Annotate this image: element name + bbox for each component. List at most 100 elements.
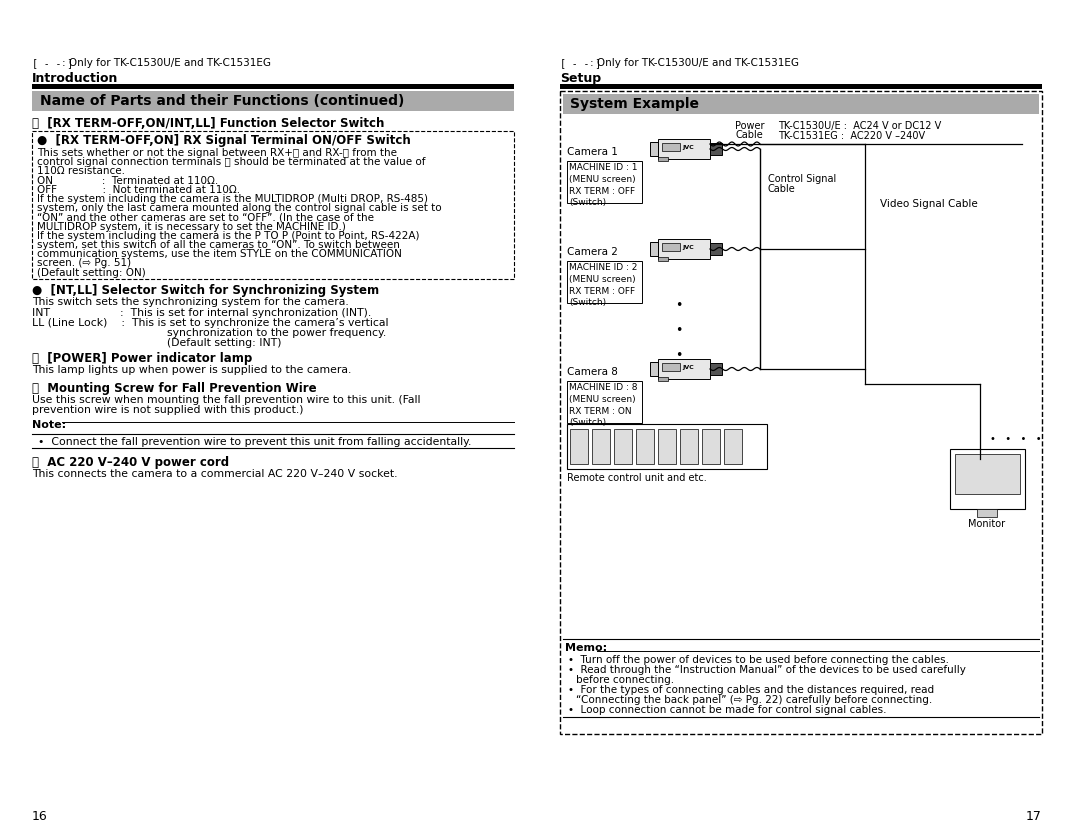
Text: •   •   •   •: • • • • [990,434,1041,444]
Text: Introduction: Introduction [32,72,119,85]
Text: 110Ω resistance.: 110Ω resistance. [37,167,125,177]
Text: •  Read through the “Instruction Manual” of the devices to be used carefully: • Read through the “Instruction Manual” … [568,665,966,675]
Bar [567,381,642,423]
Text: •  Turn off the power of devices to be used before connecting the cables.: • Turn off the power of devices to be us… [568,655,949,665]
Bar [710,143,723,155]
Bar [32,84,514,89]
Text: “Connecting the back panel” (⇨ Pg. 22) carefully before connecting.: “Connecting the back panel” (⇨ Pg. 22) c… [576,695,932,705]
Text: OFF              :  Not terminated at 110Ω.: OFF : Not terminated at 110Ω. [37,185,240,195]
Text: synchronization to the power frequency.: synchronization to the power frequency. [167,328,387,338]
Text: Note:: Note: [32,420,66,430]
Text: system, set this switch of all the cameras to “ON”. To switch between: system, set this switch of all the camer… [37,240,400,250]
Text: system, only the last camera mounted along the control signal cable is set to: system, only the last camera mounted alo… [37,203,442,214]
Bar [658,359,710,379]
Bar [658,257,669,261]
Text: Monitor: Monitor [969,519,1005,529]
Text: TK-C1530U/E :  AC24 V or DC12 V: TK-C1530U/E : AC24 V or DC12 V [778,121,942,131]
Text: MACHINE ID : 2
(MENU screen)
RX TERM : OFF
(Switch): MACHINE ID : 2 (MENU screen) RX TERM : O… [569,263,637,308]
Text: : Only for TK-C1530U/E and TK-C1531EG: : Only for TK-C1530U/E and TK-C1531EG [590,58,799,68]
Text: MACHINE ID : 8
(MENU screen)
RX TERM : ON
(Switch): MACHINE ID : 8 (MENU screen) RX TERM : O… [569,383,637,427]
Text: This switch sets the synchronizing system for the camera.: This switch sets the synchronizing syste… [32,297,349,307]
Text: This connects the camera to a commercial AC 220 V–240 V socket.: This connects the camera to a commercial… [32,469,397,479]
Bar [724,429,742,464]
Bar [658,157,669,161]
Text: Control Signal: Control Signal [768,174,836,184]
Text: Camera 1: Camera 1 [567,147,618,157]
Bar [567,424,767,469]
Text: Remote control unit and etc.: Remote control unit and etc. [567,473,706,483]
Bar [662,363,680,371]
Text: •
•
•: • • • [675,299,683,362]
Text: •  Connect the fall prevention wire to prevent this unit from falling accidental: • Connect the fall prevention wire to pr… [38,437,471,447]
Text: Cable: Cable [735,130,762,140]
Text: communication systems, use the item STYLE on the COMMUNICATION: communication systems, use the item STYL… [37,249,402,259]
Text: TK-C1531EG :  AC220 V –240V: TK-C1531EG : AC220 V –240V [778,131,926,141]
Text: ●  [RX TERM-OFF,ON] RX Signal Terminal ON/OFF Switch: ● [RX TERM-OFF,ON] RX Signal Terminal ON… [37,134,410,147]
Text: Camera 8: Camera 8 [567,367,618,377]
Text: before connecting.: before connecting. [576,675,674,685]
Bar [650,142,658,156]
Text: “ON” and the other cameras are set to “OFF”. (In the case of the: “ON” and the other cameras are set to “O… [37,213,374,223]
Text: (Default setting: INT): (Default setting: INT) [167,338,282,348]
Bar [592,429,610,464]
Text: Video Signal Cable: Video Signal Cable [880,199,977,209]
Text: This lamp lights up when power is supplied to the camera.: This lamp lights up when power is suppli… [32,365,351,375]
Text: INT                    :  This is set for internal synchronization (INT).: INT : This is set for internal synchroni… [32,308,372,318]
Text: If the system including the camera is the P TO P (Point to Point, RS-422A): If the system including the camera is th… [37,231,419,241]
Bar [567,161,642,203]
Bar [710,243,723,255]
Bar [567,261,642,303]
Bar [658,377,669,381]
Text: Memo:: Memo: [565,643,607,653]
Text: System Example: System Example [570,97,699,111]
Bar [662,143,680,151]
Bar [658,239,710,259]
Text: Camera 2: Camera 2 [567,247,618,257]
Bar [680,429,698,464]
Text: If the system including the camera is the MULTIDROP (Multi DROP, RS-485): If the system including the camera is th… [37,194,428,204]
Bar [32,91,514,111]
Text: Name of Parts and their Functions (continued): Name of Parts and their Functions (conti… [40,94,404,108]
Text: ⓙ  AC 220 V–240 V power cord: ⓙ AC 220 V–240 V power cord [32,456,229,469]
Text: [ - - ]: [ - - ] [32,58,73,68]
Bar [32,131,514,279]
Bar [710,363,723,375]
Bar [570,429,588,464]
Bar [977,509,997,517]
Bar [950,449,1025,509]
Bar [561,84,1042,89]
Text: Use this screw when mounting the fall prevention wire to this unit. (Fall: Use this screw when mounting the fall pr… [32,395,420,405]
Text: Cable: Cable [768,184,796,194]
Bar [636,429,654,464]
Text: MULTIDROP system, it is necessary to set the MACHINE ID.): MULTIDROP system, it is necessary to set… [37,222,346,232]
Bar [662,243,680,251]
Text: ⓖ  [RX TERM-OFF,ON/INT,LL] Function Selector Switch: ⓖ [RX TERM-OFF,ON/INT,LL] Function Selec… [32,117,384,130]
Text: JVC: JVC [681,245,693,250]
Bar [650,362,658,376]
Text: ON               :  Terminated at 110Ω.: ON : Terminated at 110Ω. [37,176,218,186]
Text: (Default setting: ON): (Default setting: ON) [37,268,146,278]
Text: LL (Line Lock)    :  This is set to synchronize the camera’s vertical: LL (Line Lock) : This is set to synchron… [32,318,389,328]
Text: Setup: Setup [561,72,602,85]
Text: MACHINE ID : 1
(MENU screen)
RX TERM : OFF
(Switch): MACHINE ID : 1 (MENU screen) RX TERM : O… [569,163,637,208]
Text: [ - - ]: [ - - ] [561,58,602,68]
Text: •  For the types of connecting cables and the distances required, read: • For the types of connecting cables and… [568,685,934,695]
Text: •  Loop connection cannot be made for control signal cables.: • Loop connection cannot be made for con… [568,705,887,715]
Bar [702,429,720,464]
Bar [561,91,1042,734]
Text: This sets whether or not the signal between RX+Ⓒ and RX-Ⓓ from the: This sets whether or not the signal betw… [37,148,397,158]
Text: ⓗ  [POWER] Power indicator lamp: ⓗ [POWER] Power indicator lamp [32,352,253,365]
Bar [615,429,632,464]
Text: prevention wire is not supplied with this product.): prevention wire is not supplied with thi… [32,405,303,415]
Text: ⓘ  Mounting Screw for Fall Prevention Wire: ⓘ Mounting Screw for Fall Prevention Wir… [32,382,316,395]
Bar [563,94,1039,114]
Bar [658,139,710,159]
Text: : Only for TK-C1530U/E and TK-C1531EG: : Only for TK-C1530U/E and TK-C1531EG [62,58,271,68]
Text: JVC: JVC [681,145,693,150]
Text: 16: 16 [32,810,48,823]
Text: screen. (⇨ Pg. 51): screen. (⇨ Pg. 51) [37,259,131,269]
Bar [955,454,1020,494]
Text: ●  [NT,LL] Selector Switch for Synchronizing System: ● [NT,LL] Selector Switch for Synchroniz… [32,284,379,297]
Text: JVC: JVC [681,365,693,370]
Bar [650,242,658,256]
